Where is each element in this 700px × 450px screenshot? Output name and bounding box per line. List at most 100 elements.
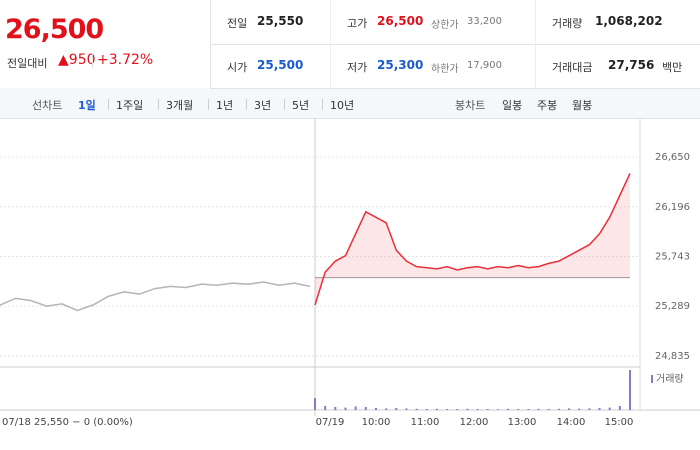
stat-value: 1,068,202 (595, 14, 663, 28)
price-line (0, 281, 311, 312)
volume-bar (364, 407, 367, 410)
volume-bar (557, 408, 560, 410)
x-tick-label: 12:00 (460, 417, 489, 428)
volume-bar (629, 370, 631, 410)
y-tick-label: 25,289 (655, 301, 690, 312)
x-tick-label: 14:00 (557, 417, 586, 428)
tab-item[interactable]: 1주일 (116, 99, 144, 112)
volume-bar (446, 409, 449, 410)
stat-cell (210, 0, 330, 45)
volume-bar (425, 409, 428, 410)
x-tick-label: 07/19 (316, 417, 345, 428)
stat-cell (330, 0, 536, 45)
tab-sep (284, 99, 285, 110)
volume-bar (568, 408, 571, 410)
stat-label: 거래대금 (552, 61, 593, 74)
volume-bar (608, 407, 611, 410)
volume-bar (466, 408, 469, 410)
stat-sub: 17,900 (467, 60, 502, 71)
stat-value: 25,500 (257, 58, 304, 72)
volume-bar (476, 409, 479, 410)
tab-item[interactable]: 주봉 (537, 99, 558, 112)
tab-sep (246, 99, 247, 110)
y-tick-label: 24,835 (655, 351, 690, 362)
volume-bar (324, 406, 327, 410)
stat-value: 25,550 (257, 14, 304, 28)
volume-bar (547, 409, 550, 410)
volume-bar (486, 409, 489, 410)
change: ▲950 (58, 52, 96, 68)
y-tick-label: 26,196 (655, 202, 690, 213)
volume-bar (314, 398, 316, 410)
volume-bar (527, 409, 530, 410)
divider (92, 54, 93, 68)
x-tick-label: 11:00 (411, 417, 440, 428)
tab-item[interactable]: 3년 (254, 99, 272, 112)
price-line (314, 173, 631, 306)
volume-bar (456, 409, 459, 410)
x-tick-label: 10:00 (362, 417, 391, 428)
tab-sep (322, 99, 323, 110)
stat-label: 거래량 (552, 17, 583, 30)
change-value: 950 (68, 52, 96, 68)
volume-bar (618, 406, 621, 410)
price: 26,500 (5, 14, 104, 45)
tab-item[interactable]: 10년 (330, 99, 355, 112)
volume-bar (405, 408, 408, 410)
stat-value: 25,300 (377, 58, 424, 72)
volume-bar (598, 408, 601, 410)
stat-label: 시가 (227, 61, 248, 74)
volume-bar (385, 408, 388, 410)
volume-bar (496, 409, 499, 410)
tab-sep (158, 99, 159, 110)
stat-cell (535, 44, 700, 89)
stat-sub-label: 상한가 (431, 20, 459, 31)
stat-unit: 백만 (662, 61, 683, 74)
tab-item[interactable]: 5년 (292, 99, 310, 112)
x-tick-label: 13:00 (508, 417, 537, 428)
tab-sep (108, 99, 109, 110)
volume-bar (517, 409, 520, 410)
change-label: 전일대비 (7, 57, 48, 70)
volume-bar (395, 408, 398, 410)
stat-sub-label: 하한가 (431, 64, 459, 75)
prev-day-label: 07/18 25,550 − 0 (0.00%) (2, 417, 133, 428)
stat-value: 26,500 (377, 14, 424, 28)
tab-item[interactable]: 월봉 (572, 99, 593, 112)
volume-bar (507, 408, 510, 410)
y-tick-label: 25,743 (655, 251, 690, 262)
x-tick-label: 15:00 (605, 417, 634, 428)
volume-bar (374, 408, 377, 410)
volume-bar (354, 406, 357, 410)
volume-bar (588, 408, 591, 410)
volume-legend: 거래량 (656, 373, 684, 385)
tab-item[interactable]: 1년 (216, 99, 234, 112)
tab-group-label: 봉차트 (455, 99, 486, 112)
volume-bar (415, 408, 418, 410)
stat-cell (330, 44, 536, 89)
tab-item[interactable]: 3개월 (166, 99, 194, 112)
stat-cell (535, 0, 700, 45)
tab-sep (208, 99, 209, 110)
volume-bar (578, 408, 581, 410)
tab-bar (0, 88, 700, 119)
stat-label: 저가 (347, 61, 368, 74)
volume-bar (334, 407, 337, 410)
stat-label: 고가 (347, 17, 368, 30)
stat-sub: 33,200 (467, 16, 502, 27)
change-pct: +3.72% (97, 52, 154, 68)
tab-item[interactable]: 일봉 (502, 99, 523, 112)
volume-bar (435, 408, 438, 410)
tab-item[interactable]: 1일 (78, 99, 96, 112)
y-tick-label: 26,650 (655, 152, 690, 163)
tab-group-label: 선차트 (32, 99, 63, 112)
stat-cell (210, 44, 330, 89)
volume-bar (537, 408, 540, 410)
legend-swatch (651, 375, 653, 383)
stat-label: 전일 (227, 17, 248, 30)
stat-value: 27,756 (608, 58, 655, 72)
area-fill (315, 173, 630, 306)
volume-bar (344, 407, 347, 410)
